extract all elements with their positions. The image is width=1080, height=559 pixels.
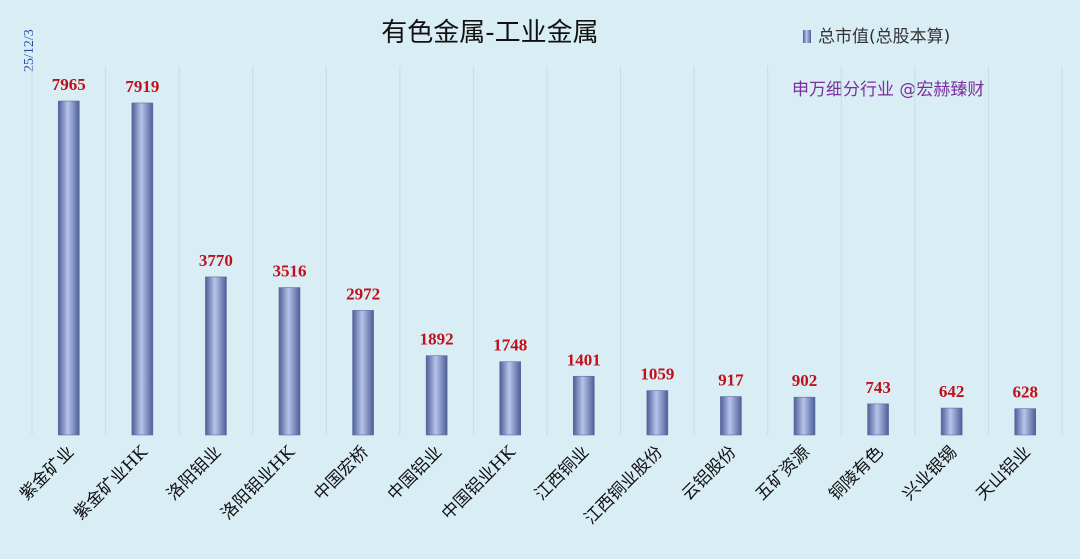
value-label: 917 [718, 371, 744, 390]
bar [572, 375, 595, 436]
category-label: 五矿资源 [752, 442, 814, 504]
bar [352, 310, 374, 436]
value-label: 628 [1012, 383, 1038, 402]
category-label: 紫金矿业 [16, 442, 78, 504]
value-label: 642 [939, 382, 965, 401]
legend-label: 总市值(总股本算) [818, 27, 950, 47]
value-label: 743 [865, 378, 891, 397]
value-label: 7919 [125, 77, 159, 96]
date-label: 25/12/3 [22, 29, 37, 72]
category-label: 中国铝业 [384, 442, 446, 504]
bar [278, 287, 301, 436]
value-label: 3770 [199, 251, 233, 270]
category-label: 云铝股份 [678, 442, 740, 504]
chart-title: 有色金属-工业金属 [381, 18, 598, 48]
bar [720, 396, 742, 436]
bar [940, 407, 963, 436]
gridlines [31, 66, 1063, 435]
category-label: 江西铜业股份 [581, 442, 667, 528]
value-label: 902 [792, 371, 818, 390]
source-annotation: 申万细分行业 @宏赫臻财 [792, 80, 984, 100]
value-label: 2972 [346, 284, 380, 303]
bar [499, 361, 522, 436]
category-label: 江西铜业 [531, 442, 593, 504]
value-label: 3516 [273, 262, 307, 281]
bar [793, 396, 816, 436]
category-label: 中国铝业HK [438, 442, 520, 524]
bar-series [57, 100, 1037, 436]
bar [205, 276, 227, 436]
value-label: 1401 [567, 350, 601, 369]
value-label: 7965 [52, 75, 86, 94]
value-label: 1748 [493, 336, 527, 355]
bar [1014, 408, 1037, 436]
bar [131, 102, 154, 436]
category-label: 兴业银锡 [899, 442, 961, 504]
category-label: 天山铝业 [973, 442, 1035, 504]
value-labels: 7965 7919 3770 3516 2972 1892 1748 1401 1059 917 9… [52, 75, 1038, 402]
category-label: 紫金矿业HK [70, 442, 152, 524]
bar [425, 355, 448, 436]
bar [867, 403, 889, 436]
bar [57, 100, 80, 436]
category-label: 中国宏桥 [310, 442, 372, 504]
legend: 总市值(总股本算) [803, 27, 950, 47]
legend-swatch [803, 30, 811, 43]
category-label: 洛阳钼业 [163, 442, 225, 504]
category-label: 洛阳钼业HK [217, 442, 299, 524]
value-label: 1059 [640, 365, 674, 384]
category-label: 铜陵有色 [825, 442, 887, 504]
value-label: 1892 [420, 330, 454, 349]
bar [646, 390, 669, 436]
